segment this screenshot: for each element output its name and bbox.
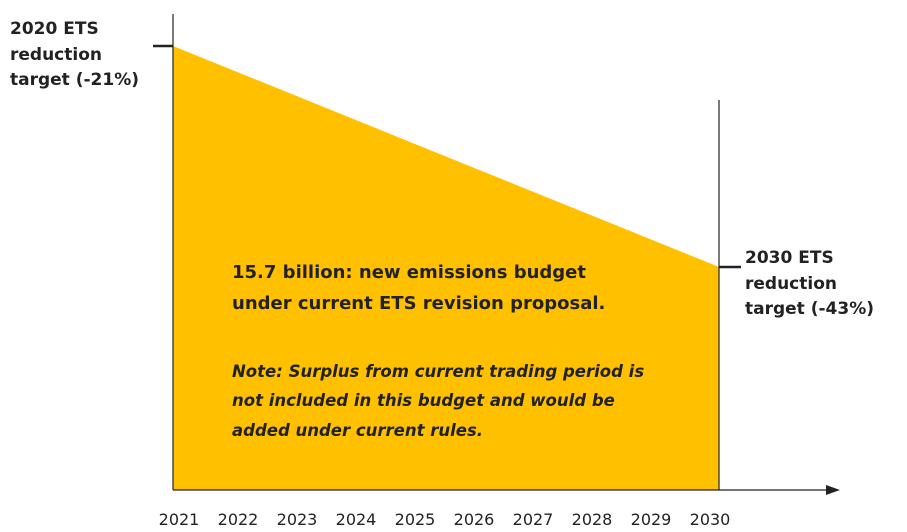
budget-line: under current ETS revision proposal. xyxy=(232,292,606,314)
note-line: Note: Surplus from current trading perio… xyxy=(232,362,645,381)
start-target-annotation: 2020 ETS reduction target (-21%) xyxy=(10,17,139,94)
start-annotation-line: reduction xyxy=(10,44,102,65)
note-line: added under current rules. xyxy=(232,420,484,440)
end-annotation-line: reduction xyxy=(745,273,837,294)
emissions-budget-area xyxy=(173,46,719,490)
x-tick-label: 2027 xyxy=(512,510,554,529)
x-tick-label: 2023 xyxy=(276,510,318,529)
x-tick-label: 2030 xyxy=(689,510,731,529)
x-tick-label: 2022 xyxy=(217,510,259,529)
end-target-annotation: 2030 ETS reduction target (-43%) xyxy=(745,246,874,323)
budget-line: 15.7 billion: new emissions budget xyxy=(232,262,586,283)
x-tick-label: 2021 xyxy=(158,510,200,529)
x-tick-label: 2029 xyxy=(630,510,672,529)
note-annotation: Note: Surplus from current trading perio… xyxy=(232,357,644,445)
x-tick-label: 2026 xyxy=(453,510,495,529)
x-axis-arrow xyxy=(826,485,840,495)
x-tick-label: 2025 xyxy=(394,510,436,529)
start-annotation-line: target (-21%) xyxy=(10,70,140,90)
end-annotation-line: 2030 ETS xyxy=(745,248,834,268)
budget-annotation: 15.7 billion: new emissions budget under… xyxy=(232,258,605,320)
note-line: not included in this budget and would be xyxy=(232,391,615,411)
x-tick-label: 2024 xyxy=(335,510,377,529)
start-annotation-line: 2020 ETS xyxy=(10,19,99,39)
end-annotation-line: target (-43%) xyxy=(745,299,875,319)
x-tick-label: 2028 xyxy=(571,510,613,529)
